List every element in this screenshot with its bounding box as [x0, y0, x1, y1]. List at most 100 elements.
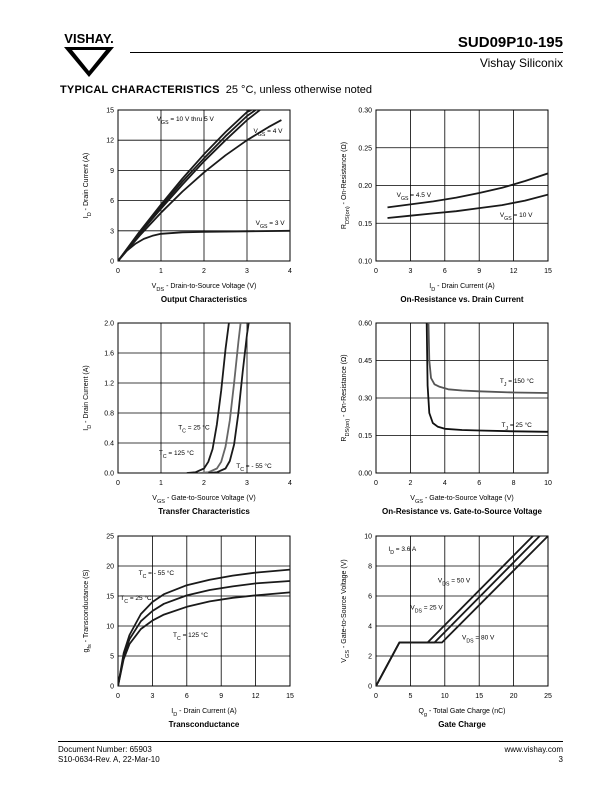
y-tick-label: 8 — [368, 564, 372, 571]
company-name: Vishay Siliconix — [479, 56, 563, 70]
series-group — [118, 110, 290, 261]
chart-transconductance: 0 3 6 9 12 15 0 5 10 15 20 25 ID - Drain Current (A)… — [83, 534, 294, 730]
annotation-label: TC = - 55 °C — [236, 462, 272, 473]
section-title: TYPICAL CHARACTERISTICS — [60, 84, 220, 96]
series-line — [376, 536, 548, 686]
y-tick-label: 6 — [368, 594, 372, 601]
x-tick-label: 15 — [286, 693, 294, 700]
x-tick-label: 2 — [408, 480, 412, 487]
y-tick-label: 0.45 — [358, 358, 372, 365]
plot-frame — [375, 109, 549, 262]
x-tick-label: 4 — [288, 480, 292, 487]
y-tick-label: 15 — [106, 594, 114, 601]
doc-number: Document Number: 65903 — [58, 745, 152, 754]
series-line — [387, 193, 548, 219]
y-tick-label: 12 — [106, 138, 114, 145]
header-rule — [130, 52, 563, 53]
series-line — [387, 172, 548, 209]
chart-title: Transfer Characteristics — [158, 507, 250, 516]
x-tick-label: 0 — [116, 480, 120, 487]
annotation-label: VGS = 3 V — [256, 220, 286, 230]
chart-transfer-characteristics: 0 1 2 3 4 0.0 0.4 0.8 1.2 1.6 2.0 VGS - Gate-to-Sou… — [83, 321, 292, 517]
chart-gate-charge: 0 5 10 15 20 25 0 2 4 6 8 10 Qg - Total Gate Charge … — [341, 534, 552, 730]
annotation-label: TC = 25 °C — [120, 594, 152, 605]
x-tick-label: 5 — [408, 693, 412, 700]
chart-on-resistance-vs-drain-current: 0 3 6 9 12 15 0.10 0.15 0.20 0.25 0.30 ID - Drain C… — [341, 108, 552, 305]
y-axis-label: ID - Drain Current (A) — [83, 153, 93, 219]
plot-frame — [117, 535, 291, 687]
chart-on-resistance-vs-gate-voltage: 0 2 4 6 8 10 0.00 0.15 0.30 0.45 0.60 VGS - Gate-to… — [341, 321, 552, 517]
y-axis-label: RDS(on) - On-Resistance (Ω) — [341, 354, 351, 441]
website-link[interactable]: www.vishay.com — [504, 745, 563, 754]
series-line — [118, 110, 257, 261]
footer-rule — [58, 741, 563, 742]
series-line — [427, 323, 548, 394]
series-group — [376, 536, 548, 686]
series-line — [199, 323, 242, 473]
y-tick-label: 0.4 — [104, 441, 114, 448]
x-axis-label: VGS - Gate-to-Source Voltage (V) — [152, 495, 255, 505]
y-tick-label: 0.10 — [358, 259, 372, 266]
series-group — [387, 172, 548, 219]
y-tick-label: 20 — [106, 564, 114, 571]
annotation-label: VGS = 10 V thru 5 V — [157, 116, 215, 126]
series-group — [425, 323, 548, 433]
x-tick-label: 0 — [374, 480, 378, 487]
series-line — [425, 323, 548, 433]
x-axis-label: VDS - Drain-to-Source Voltage (V) — [152, 283, 257, 293]
x-tick-label: 15 — [544, 268, 552, 275]
y-tick-label: 0 — [368, 684, 372, 691]
y-tick-label: 1.6 — [104, 351, 114, 358]
chart-title: Gate Charge — [438, 720, 486, 729]
series-line — [118, 591, 290, 686]
x-axis-label: VGS - Gate-to-Source Voltage (V) — [410, 495, 513, 505]
y-tick-label: 6 — [110, 198, 114, 205]
annotation-label: VDS = 25 V — [410, 605, 443, 615]
x-tick-label: 10 — [441, 693, 449, 700]
y-axis-label: gfs - Transconductance (S) — [83, 570, 93, 653]
plot-frame — [375, 322, 549, 474]
series-group — [118, 568, 290, 686]
annotation-label: TJ = 150 °C — [500, 377, 534, 388]
x-tick-label: 3 — [150, 693, 154, 700]
y-axis-label: VGS - Gate-to-Source Voltage (V) — [341, 559, 351, 662]
y-tick-label: 0.15 — [358, 433, 372, 440]
x-tick-label: 0 — [116, 268, 120, 275]
y-tick-label: 0 — [110, 684, 114, 691]
section-condition: 25 °C, unless otherwise noted — [225, 84, 373, 96]
y-tick-label: 9 — [110, 168, 114, 175]
x-tick-label: 12 — [510, 268, 518, 275]
y-tick-label: 0.60 — [358, 321, 372, 328]
series-line — [118, 110, 261, 261]
y-tick-label: 2.0 — [104, 321, 114, 328]
x-tick-label: 9 — [477, 268, 481, 275]
annotation-label: VGS = 4 V — [253, 128, 283, 138]
y-tick-label: 2 — [368, 654, 372, 661]
footer-right: www.vishay.com 3 — [504, 745, 563, 765]
annotation-label: TC = - 55 °C — [139, 569, 175, 580]
part-number: SUD09P10-195 — [457, 34, 563, 51]
y-tick-label: 0.25 — [358, 145, 372, 152]
y-tick-label: 10 — [106, 624, 114, 631]
x-tick-label: 2 — [202, 480, 206, 487]
annotation-label: TC = 125 °C — [159, 449, 194, 460]
x-tick-label: 6 — [477, 480, 481, 487]
y-tick-label: 0.15 — [358, 221, 372, 228]
series-line — [208, 323, 250, 473]
x-tick-label: 12 — [252, 693, 260, 700]
y-tick-label: 0.30 — [358, 396, 372, 403]
annotation-label: VGS = 4.5 V — [397, 192, 432, 202]
x-tick-label: 8 — [512, 480, 516, 487]
page-number: 3 — [558, 755, 563, 764]
x-tick-label: 4 — [288, 268, 292, 275]
y-tick-label: 0.0 — [104, 471, 114, 478]
footer-left: Document Number: 65903 S10-0634-Rev. A, … — [58, 745, 160, 765]
x-tick-label: 1 — [159, 480, 163, 487]
y-tick-label: 10 — [364, 534, 372, 541]
annotation-label: ID = 3.6 A — [388, 546, 416, 556]
chart-title: On-Resistance vs. Gate-to-Source Voltage — [382, 507, 542, 516]
y-tick-label: 25 — [106, 534, 114, 541]
x-tick-label: 25 — [544, 693, 552, 700]
y-axis-label: ID - Drain Current (A) — [83, 365, 93, 431]
